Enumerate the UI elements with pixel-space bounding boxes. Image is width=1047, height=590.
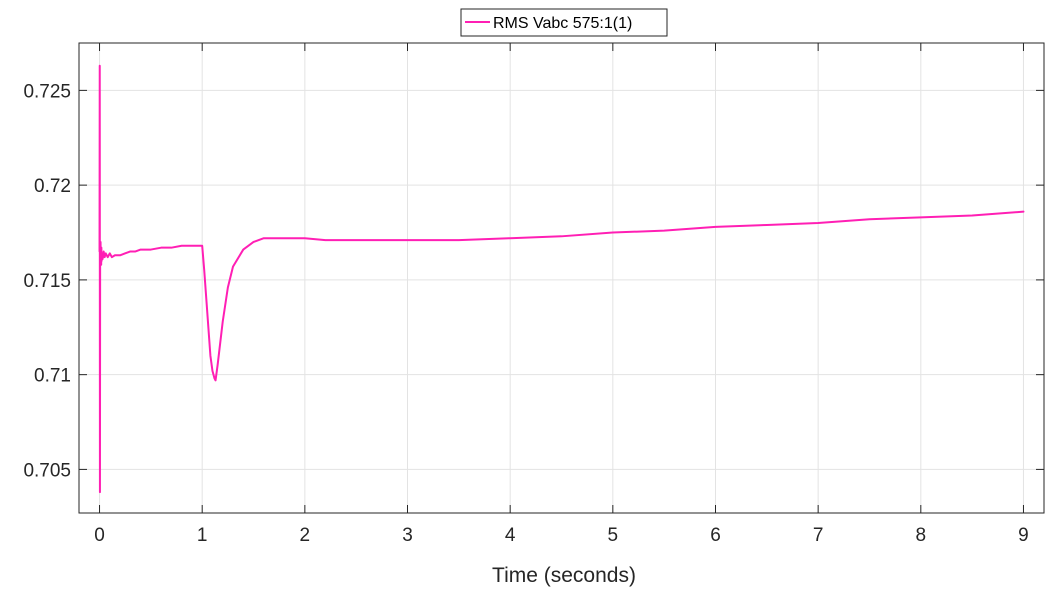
x-tick-label: 8 bbox=[916, 525, 927, 546]
x-tick-label: 1 bbox=[197, 525, 208, 546]
plot-background bbox=[79, 43, 1044, 513]
y-tick-label: 0.71 bbox=[34, 366, 71, 387]
legend-label: RMS Vabc 575:1(1) bbox=[493, 15, 632, 32]
x-tick-label: 2 bbox=[300, 525, 311, 546]
plot-area bbox=[98, 64, 1025, 494]
legend: RMS Vabc 575:1(1) bbox=[460, 8, 668, 37]
legend-box bbox=[460, 8, 668, 37]
y-tick-label: 0.725 bbox=[23, 81, 71, 102]
ticks: 0 1 2 3 4 5 6 7 8 9 0.705 0.71 0.715 0.72 0.725 bbox=[23, 43, 1044, 546]
x-tick-label: 4 bbox=[505, 525, 516, 546]
axes-frame bbox=[78, 42, 1045, 514]
x-tick-label: 3 bbox=[402, 525, 413, 546]
x-tick-label: 0 bbox=[94, 525, 105, 546]
axes bbox=[78, 42, 1045, 514]
x-tick-label: 5 bbox=[608, 525, 619, 546]
x-axis-label: Time (seconds) bbox=[492, 564, 636, 587]
x-tick-label: 6 bbox=[710, 525, 721, 546]
y-tick-label: 0.72 bbox=[34, 176, 71, 197]
x-tick-label: 7 bbox=[813, 525, 824, 546]
y-tick-label: 0.705 bbox=[23, 460, 71, 481]
series-line-0 bbox=[98, 64, 1025, 494]
y-tick-label: 0.715 bbox=[23, 271, 71, 292]
grid bbox=[79, 43, 1044, 513]
x-tick-label: 9 bbox=[1018, 525, 1029, 546]
